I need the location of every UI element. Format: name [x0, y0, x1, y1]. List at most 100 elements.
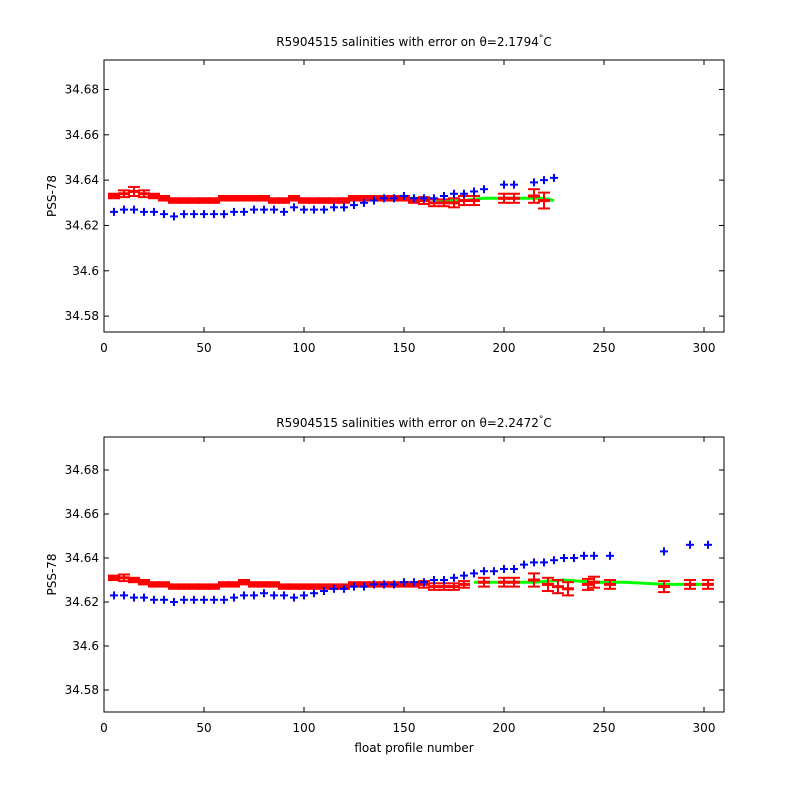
y-tick-label: 34.68 [65, 82, 99, 96]
error-bar-point [538, 191, 550, 210]
data-point [530, 178, 538, 187]
data-point [590, 551, 598, 560]
y-axis-label: PSS-78 [45, 175, 59, 217]
data-point [390, 194, 398, 203]
data-point [210, 210, 218, 219]
y-tick-label: 34.62 [65, 218, 99, 232]
data-point [160, 210, 168, 219]
error-bar-point [528, 572, 540, 588]
data-point [280, 207, 288, 216]
data-point [250, 591, 258, 600]
data-point [220, 210, 228, 219]
x-tick-label: 300 [693, 341, 716, 355]
data-point [410, 194, 418, 203]
plot-frame [103, 59, 725, 333]
data-point [320, 587, 328, 595]
data-point [470, 187, 478, 196]
error-bar-point [552, 579, 564, 595]
data-point [240, 207, 248, 216]
data-point [550, 173, 558, 182]
x-tick-label: 100 [293, 341, 316, 355]
data-point [360, 198, 368, 207]
data-point [510, 180, 518, 189]
y-tick-label: 34.58 [65, 309, 99, 323]
data-point [490, 567, 498, 576]
data-point [470, 569, 478, 578]
data-point [280, 591, 288, 600]
data-point [420, 194, 428, 203]
x-tick-label: 250 [593, 341, 616, 355]
data-point [210, 595, 218, 604]
data-point [360, 582, 368, 591]
data-point [200, 595, 208, 604]
x-tick-label: 0 [100, 721, 108, 735]
data-point [380, 580, 388, 589]
data-point [520, 560, 528, 569]
data-point [150, 595, 158, 604]
data-point [250, 205, 258, 214]
plot-frame [103, 436, 725, 713]
data-point [130, 593, 138, 602]
error-bar-point [604, 579, 616, 590]
y-tick-label: 34.66 [65, 507, 99, 521]
data-point [290, 203, 298, 212]
error-bar-point [562, 581, 574, 597]
data-point [400, 578, 408, 587]
data-point [150, 207, 158, 216]
x-tick-label: 50 [196, 341, 211, 355]
data-point [260, 589, 268, 598]
data-point [170, 598, 178, 606]
data-point [540, 558, 548, 567]
y-tick-label: 34.62 [65, 595, 99, 609]
y-tick-label: 34.66 [65, 128, 99, 142]
data-point [300, 591, 308, 600]
data-point [110, 207, 118, 216]
data-point [430, 576, 438, 584]
x-tick-label: 50 [196, 721, 211, 735]
error-bar-point [528, 188, 540, 204]
error-bar-point [508, 192, 520, 204]
data-point [270, 205, 278, 214]
data-point [330, 584, 338, 593]
error-bar-point [702, 579, 714, 590]
data-point [230, 593, 238, 602]
y-tick-label: 34.6 [72, 639, 99, 653]
data-point [120, 591, 128, 600]
data-point [170, 212, 178, 221]
data-point [180, 210, 188, 219]
chart-panel-2: 0 50 100 150 200 250 300 34.58 34.6 34.62 34.64 34.… [45, 415, 725, 755]
data-point [140, 593, 148, 602]
data-point [686, 540, 694, 549]
data-point [450, 189, 458, 198]
data-point [410, 578, 418, 587]
data-point [190, 210, 198, 219]
error-bar-point [478, 576, 490, 588]
error-bar-point [508, 576, 520, 588]
data-point [340, 203, 348, 212]
data-point [400, 192, 408, 200]
data-point [110, 591, 118, 600]
data-point [530, 558, 538, 567]
data-point [540, 176, 548, 185]
data-point [310, 589, 318, 598]
y-tick-label: 34.64 [65, 551, 99, 565]
data-point [220, 595, 228, 604]
data-point [440, 576, 448, 584]
error-bar-point [588, 575, 600, 589]
data-point [420, 578, 428, 587]
data-point [300, 205, 308, 214]
data-point [500, 565, 508, 573]
y-tick-label: 34.58 [65, 683, 99, 697]
data-point [430, 194, 438, 203]
data-point [340, 584, 348, 593]
data-point [550, 556, 558, 565]
data-point [320, 205, 328, 214]
data-point [704, 540, 712, 549]
data-point [480, 185, 488, 194]
data-point [330, 203, 338, 212]
data-point [290, 593, 298, 602]
x-tick-label: 200 [493, 721, 516, 735]
data-point [260, 205, 268, 214]
data-point [370, 580, 378, 589]
